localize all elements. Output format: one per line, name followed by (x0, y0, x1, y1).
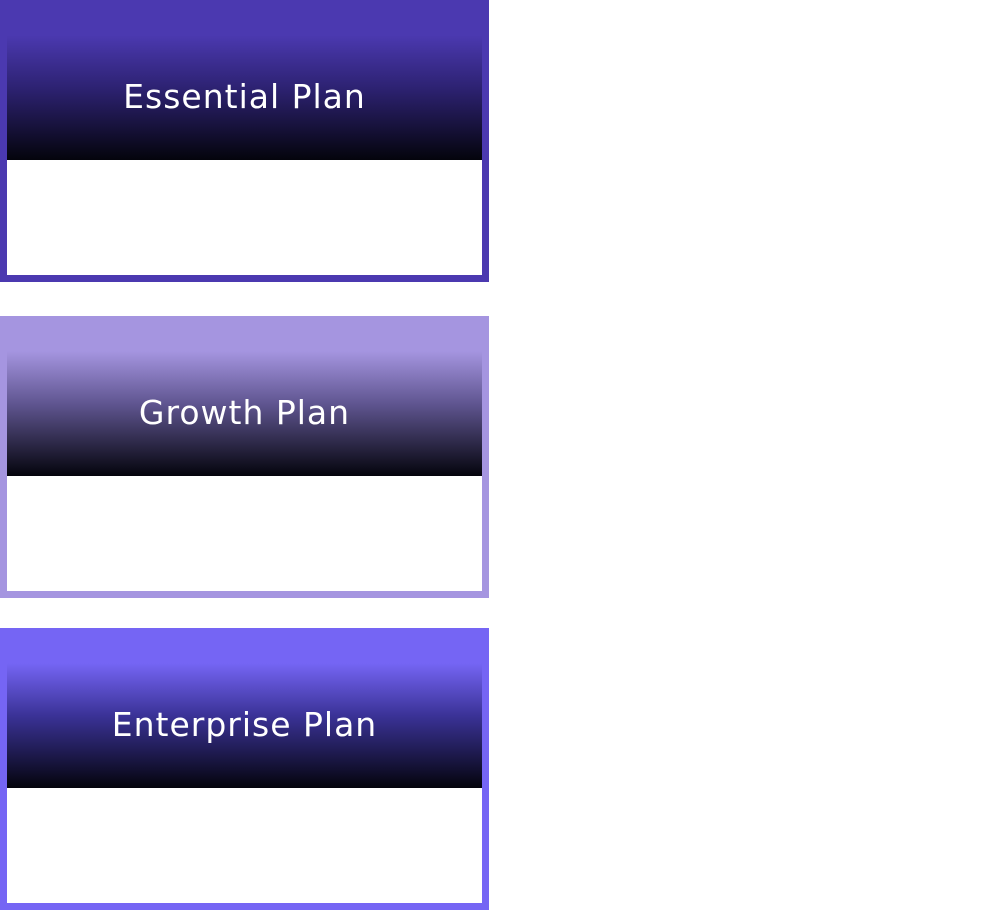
plan-title: Essential Plan (123, 76, 366, 116)
plan-card-essential[interactable]: Essential Plan (0, 0, 489, 282)
plan-card-header: Enterprise Plan (7, 628, 482, 788)
plan-card-growth[interactable]: Growth Plan (0, 316, 489, 598)
plan-card-body (7, 160, 482, 275)
plan-card-body (7, 476, 482, 591)
plan-card-enterprise[interactable]: Enterprise Plan (0, 628, 489, 910)
plan-card-header: Growth Plan (7, 316, 482, 476)
plan-title: Growth Plan (138, 392, 351, 432)
plan-title: Enterprise Plan (111, 704, 378, 744)
plan-card-header: Essential Plan (7, 0, 482, 160)
plan-card-body (7, 788, 482, 903)
